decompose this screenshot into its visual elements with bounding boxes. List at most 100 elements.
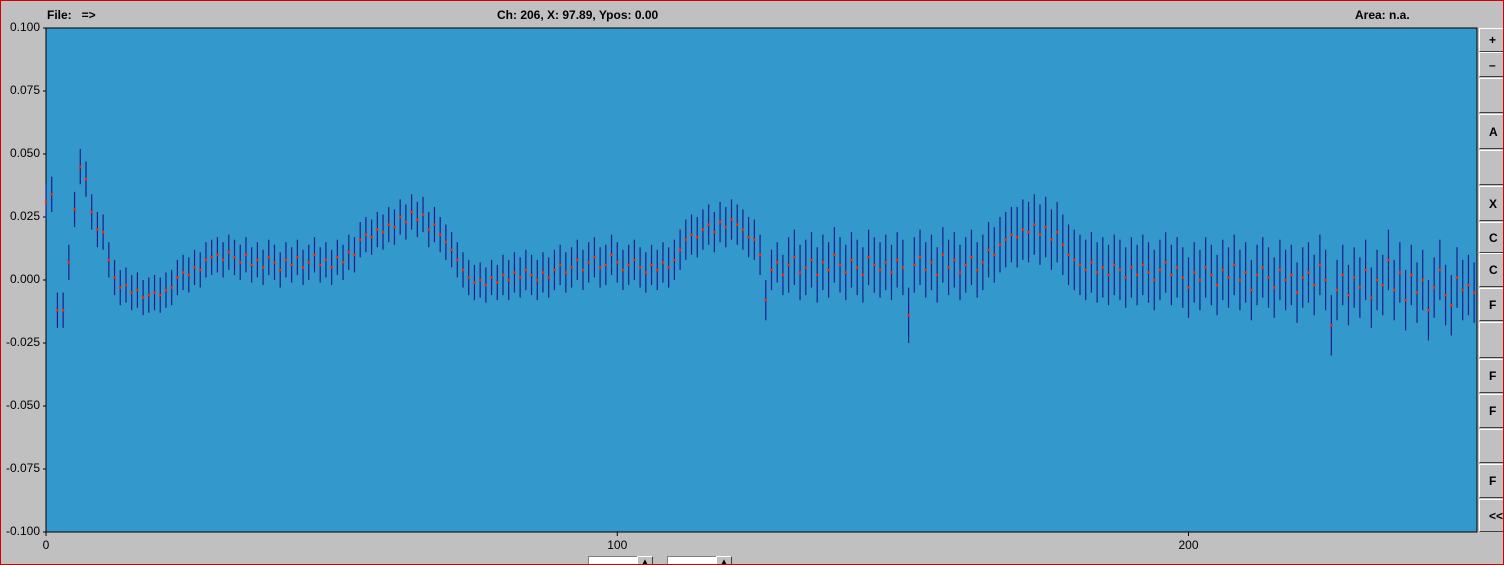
data-point	[1153, 278, 1156, 282]
data-point	[901, 266, 905, 269]
data-point	[438, 233, 442, 236]
data-point	[501, 273, 505, 277]
data-point	[821, 261, 825, 264]
data-point	[267, 256, 270, 259]
data-point	[941, 253, 945, 256]
data-point	[496, 281, 499, 284]
data-point	[1284, 278, 1287, 282]
data-point	[713, 230, 716, 234]
scroll-arrow[interactable]: ▲	[716, 556, 732, 564]
data-point	[113, 276, 116, 279]
data-point	[598, 266, 602, 269]
data-point	[227, 251, 231, 254]
data-point	[450, 248, 453, 251]
tool-button[interactable]: X	[1479, 186, 1503, 221]
data-point	[147, 293, 151, 297]
data-point	[884, 261, 887, 264]
data-point	[193, 266, 196, 269]
data-point	[370, 235, 373, 239]
data-point	[684, 238, 688, 241]
data-point	[1073, 258, 1076, 262]
data-point	[1312, 283, 1316, 287]
data-point	[1055, 230, 1059, 234]
data-point	[381, 230, 385, 234]
data-point	[353, 253, 356, 256]
data-point	[1227, 276, 1230, 279]
data-point	[1147, 271, 1150, 274]
data-point	[1450, 304, 1453, 307]
data-point	[730, 218, 733, 221]
data-point	[1370, 296, 1373, 299]
data-point	[1015, 235, 1019, 239]
data-point	[958, 271, 962, 274]
file-label: File: =>	[47, 8, 96, 22]
tool-button[interactable]	[1479, 150, 1503, 185]
data-point	[1095, 271, 1099, 274]
data-point	[153, 291, 156, 294]
tool-button[interactable]: A	[1479, 114, 1503, 149]
data-point	[1432, 286, 1436, 289]
tool-button[interactable]: F	[1479, 394, 1503, 428]
tool-button[interactable]	[1479, 322, 1503, 358]
data-point	[1244, 271, 1247, 274]
data-point	[593, 256, 596, 259]
tool-button[interactable]: +	[1479, 28, 1503, 52]
data-point	[536, 278, 539, 282]
data-point	[1381, 283, 1384, 287]
data-point	[50, 193, 53, 196]
data-point	[547, 276, 550, 279]
data-point	[324, 258, 328, 262]
data-point	[1324, 278, 1327, 282]
data-point	[787, 263, 790, 267]
tool-button[interactable]: <<	[1479, 499, 1503, 532]
data-point	[701, 228, 705, 231]
tool-button[interactable]: –	[1479, 52, 1503, 77]
tool-button[interactable]	[1479, 429, 1503, 463]
data-point	[867, 256, 870, 259]
y-tick-label: -0.075	[6, 461, 40, 475]
data-point	[644, 271, 648, 274]
tool-button[interactable]	[1479, 78, 1503, 113]
data-point	[604, 263, 608, 267]
data-point	[1410, 273, 1413, 277]
data-point	[696, 235, 699, 239]
scrollbar[interactable]	[667, 556, 717, 564]
plot-area	[45, 27, 1478, 533]
data-point	[518, 276, 522, 279]
data-point	[456, 258, 459, 262]
data-point	[1261, 266, 1264, 269]
data-point	[776, 261, 779, 264]
data-point	[1170, 273, 1173, 277]
data-point	[284, 258, 288, 262]
data-point	[861, 273, 865, 277]
data-point	[1415, 291, 1419, 294]
data-point	[187, 273, 191, 277]
tool-button[interactable]: C	[1479, 222, 1503, 253]
data-point	[570, 266, 573, 269]
data-point	[924, 268, 927, 272]
scroll-arrow[interactable]: ▲	[637, 556, 653, 564]
tool-button[interactable]: F	[1479, 359, 1503, 393]
data-point	[736, 223, 739, 226]
data-point	[1467, 283, 1470, 287]
data-point	[107, 258, 111, 262]
data-point	[610, 253, 613, 256]
data-point	[1358, 286, 1362, 289]
data-point	[478, 278, 482, 282]
data-point	[176, 276, 179, 279]
tool-button[interactable]: C	[1479, 253, 1503, 287]
tool-button[interactable]: F	[1479, 288, 1503, 321]
data-point	[1175, 266, 1179, 269]
data-point	[753, 238, 756, 241]
area-readout: Area: n.a.	[1355, 8, 1410, 22]
data-point	[1044, 225, 1047, 229]
scrollbar[interactable]	[588, 556, 638, 564]
tool-button[interactable]: F	[1479, 464, 1503, 498]
data-point	[416, 218, 419, 221]
data-point	[1335, 288, 1339, 292]
data-point	[764, 298, 767, 302]
data-point	[564, 271, 568, 274]
data-point	[1101, 266, 1105, 269]
data-point	[758, 253, 762, 256]
